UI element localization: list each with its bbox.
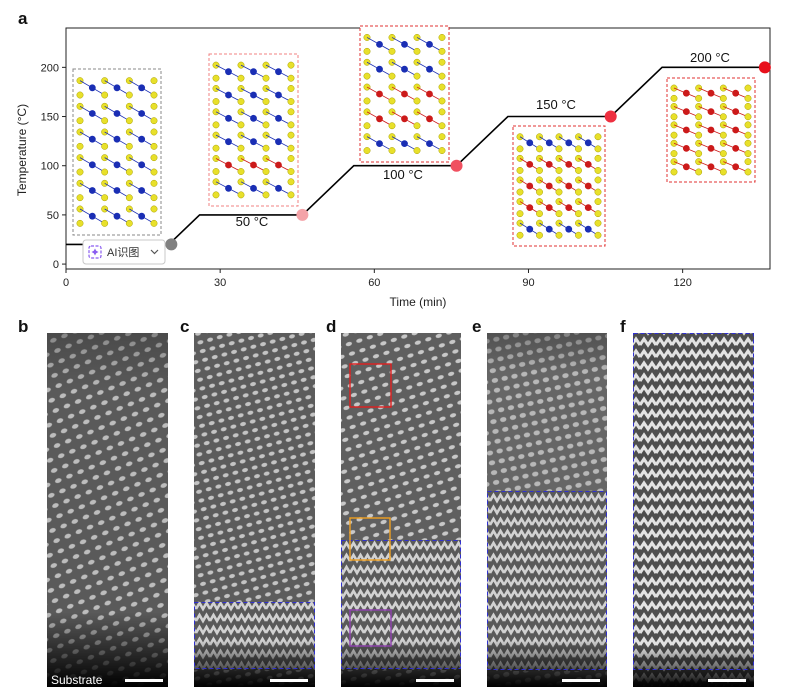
- annotation-100c: 100 °C: [383, 167, 423, 182]
- structure-inset: [72, 68, 162, 236]
- x-axis-label: Time (min): [390, 295, 447, 309]
- panel-letter-e: e: [472, 317, 481, 336]
- scale-bar: [270, 679, 308, 682]
- temperature-marker: [165, 238, 178, 251]
- temperature-marker: [296, 208, 309, 221]
- ai-recognize-button[interactable]: AI识图: [82, 239, 166, 265]
- annotation-150c: 150 °C: [536, 97, 576, 112]
- y-axis-label: Temperature (°C): [15, 104, 29, 196]
- region-box-blue: [487, 491, 607, 670]
- panel-letter-b: b: [18, 317, 28, 336]
- tem-panel-d: d: [326, 317, 461, 687]
- temperature-marker: [758, 61, 771, 74]
- tem-panel-b: b Substrate: [18, 317, 168, 687]
- temperature-marker: [450, 159, 463, 172]
- region-box-blue: [341, 540, 461, 669]
- panel-letter-c: c: [180, 317, 189, 336]
- temperature-marker: [604, 110, 617, 123]
- panel-letter-a: a: [18, 9, 28, 28]
- tem-panel-e: e: [472, 317, 607, 687]
- ai-icon: [88, 245, 102, 259]
- y-tick-label: 200: [41, 62, 59, 74]
- substrate-label: Substrate: [51, 673, 103, 687]
- x-tick-label: 120: [673, 277, 691, 289]
- annotation-200c: 200 °C: [690, 50, 730, 65]
- structure-insets: [72, 25, 756, 247]
- x-tick-label: 60: [368, 277, 380, 289]
- scale-bar: [708, 679, 746, 682]
- scale-bar: [125, 679, 163, 682]
- structure-inset: [359, 25, 450, 163]
- ai-badge-label: AI识图: [107, 246, 139, 259]
- chevron-down-icon: [150, 249, 159, 255]
- temperature-series: [66, 61, 771, 251]
- roi-box-orange: [349, 517, 391, 561]
- x-tick-label: 90: [522, 277, 534, 289]
- y-tick-label: 0: [53, 259, 59, 271]
- roi-box-red: [349, 363, 392, 408]
- x-axis: 0 30 60 90 120: [63, 269, 692, 289]
- x-tick-label: 30: [214, 277, 226, 289]
- scale-bar: [562, 679, 600, 682]
- tem-panel-c: c: [180, 317, 315, 687]
- panel-letter-f: f: [620, 317, 626, 336]
- annotation-50c: 50 °C: [236, 214, 269, 229]
- structure-inset: [512, 125, 606, 247]
- structure-inset: [666, 77, 756, 183]
- roi-box-purple: [349, 609, 392, 647]
- x-tick-label: 0: [63, 277, 69, 289]
- y-tick-label: 150: [41, 112, 59, 124]
- y-tick-label: 100: [41, 161, 59, 173]
- region-box-blue: [194, 602, 315, 669]
- panel-letter-d: d: [326, 317, 336, 336]
- scale-bar: [416, 679, 454, 682]
- series-line: [66, 66, 765, 246]
- y-axis: 0 50 100 150 200: [41, 62, 66, 271]
- region-box-blue: [633, 333, 754, 670]
- structure-inset: [208, 53, 299, 207]
- y-tick-label: 50: [47, 210, 59, 222]
- tem-panel-f: f: [620, 317, 754, 687]
